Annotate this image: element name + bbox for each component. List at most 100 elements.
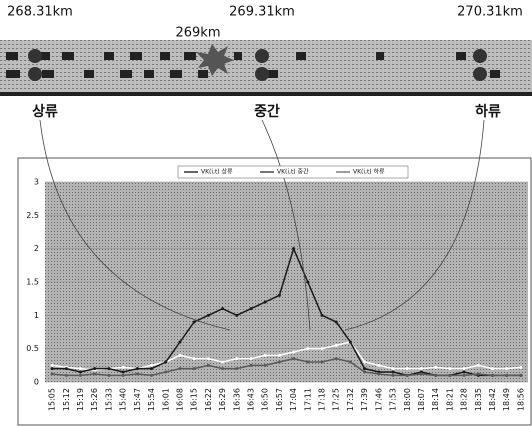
y-tick-label: 0.5 xyxy=(26,344,39,353)
point xyxy=(292,357,295,360)
point xyxy=(278,354,281,357)
x-tick-label: 16:22 xyxy=(204,388,213,411)
point xyxy=(278,361,281,364)
point xyxy=(306,281,309,284)
point xyxy=(377,364,380,367)
point xyxy=(51,367,54,370)
point xyxy=(164,361,167,364)
x-tick-label: 17:25 xyxy=(332,388,341,411)
point xyxy=(335,321,338,324)
point xyxy=(264,301,267,304)
y-tick-label: 2.5 xyxy=(26,211,39,220)
point xyxy=(79,371,82,374)
km-label: 270.31km xyxy=(457,5,523,20)
point xyxy=(491,374,494,377)
point xyxy=(377,373,380,376)
point xyxy=(221,367,224,370)
x-tick-label: 18:49 xyxy=(502,388,511,411)
point xyxy=(264,354,267,357)
road xyxy=(0,40,532,96)
point xyxy=(292,351,295,354)
point xyxy=(150,367,153,370)
point xyxy=(136,373,139,376)
point xyxy=(434,366,437,369)
x-tick-label: 16:50 xyxy=(261,388,270,411)
point xyxy=(235,314,238,317)
point xyxy=(505,374,508,377)
figure: 268.31km 269.31km 270.31km 269km 상류 중간 하… xyxy=(0,0,532,426)
point xyxy=(349,341,352,344)
km-label: 269.31km xyxy=(229,5,295,20)
point xyxy=(249,357,252,360)
point xyxy=(392,371,395,374)
point xyxy=(335,344,338,347)
legend-label: VK(i,t) 상류 xyxy=(201,168,233,176)
point xyxy=(235,367,238,370)
x-tick-label: 18:21 xyxy=(445,388,454,411)
x-tick-label: 15:19 xyxy=(76,388,85,411)
point xyxy=(193,367,196,370)
point xyxy=(448,367,451,370)
station-label: 상류 xyxy=(32,104,58,120)
point xyxy=(193,321,196,324)
point xyxy=(463,367,466,370)
point xyxy=(136,367,139,370)
x-tick-label: 15:12 xyxy=(62,388,71,411)
station-label: 하류 xyxy=(475,103,501,120)
point xyxy=(221,307,224,310)
point xyxy=(178,367,181,370)
x-tick-label: 18:35 xyxy=(474,388,483,411)
point xyxy=(207,357,210,360)
point xyxy=(207,364,210,367)
x-tick-label: 15:47 xyxy=(133,388,142,411)
point xyxy=(363,367,366,370)
point xyxy=(406,367,409,370)
x-tick-label: 16:43 xyxy=(246,388,255,411)
x-tick-label: 18:14 xyxy=(431,388,440,411)
station-label: 중간 xyxy=(254,103,280,120)
point xyxy=(178,341,181,344)
x-tick-label: 16:29 xyxy=(218,388,227,411)
x-tick-label: 16:57 xyxy=(275,388,284,411)
x-tick-label: 15:33 xyxy=(104,388,113,411)
point xyxy=(249,307,252,310)
point xyxy=(150,364,153,367)
point xyxy=(505,367,508,370)
point xyxy=(264,364,267,367)
x-tick-label: 18:56 xyxy=(516,388,525,411)
x-tick-label: 15:54 xyxy=(147,388,156,411)
x-tick-label: 18:07 xyxy=(417,388,426,411)
point xyxy=(278,294,281,297)
point xyxy=(434,374,437,377)
x-tick-label: 16:08 xyxy=(175,388,184,411)
point xyxy=(79,367,82,370)
point xyxy=(363,371,366,374)
point xyxy=(122,366,125,369)
y-tick-label: 0 xyxy=(34,378,39,387)
point xyxy=(477,373,480,376)
y-tick-label: 1.5 xyxy=(26,278,39,287)
point xyxy=(306,361,309,364)
x-tick-label: 15:26 xyxy=(90,388,99,411)
point xyxy=(122,371,125,374)
point xyxy=(235,357,238,360)
legend-label: VK(i,t) 하류 xyxy=(353,168,385,176)
point xyxy=(292,247,295,250)
incident-label: 269km xyxy=(175,26,220,41)
point xyxy=(335,357,338,360)
x-tick-label: 15:05 xyxy=(48,388,57,411)
y-tick-label: 1 xyxy=(34,311,39,320)
point xyxy=(349,361,352,364)
point xyxy=(107,367,110,370)
x-tick-label: 17:53 xyxy=(389,388,398,411)
x-tick-label: 17:46 xyxy=(374,388,383,411)
x-tick-label: 18:42 xyxy=(488,388,497,411)
x-tick-label: 18:28 xyxy=(460,388,469,411)
point xyxy=(93,373,96,376)
point xyxy=(321,314,324,317)
point xyxy=(448,374,451,377)
x-tick-label: 17:04 xyxy=(289,388,298,411)
point xyxy=(491,367,494,370)
x-tick-label: 16:36 xyxy=(232,388,241,411)
point xyxy=(406,374,409,377)
